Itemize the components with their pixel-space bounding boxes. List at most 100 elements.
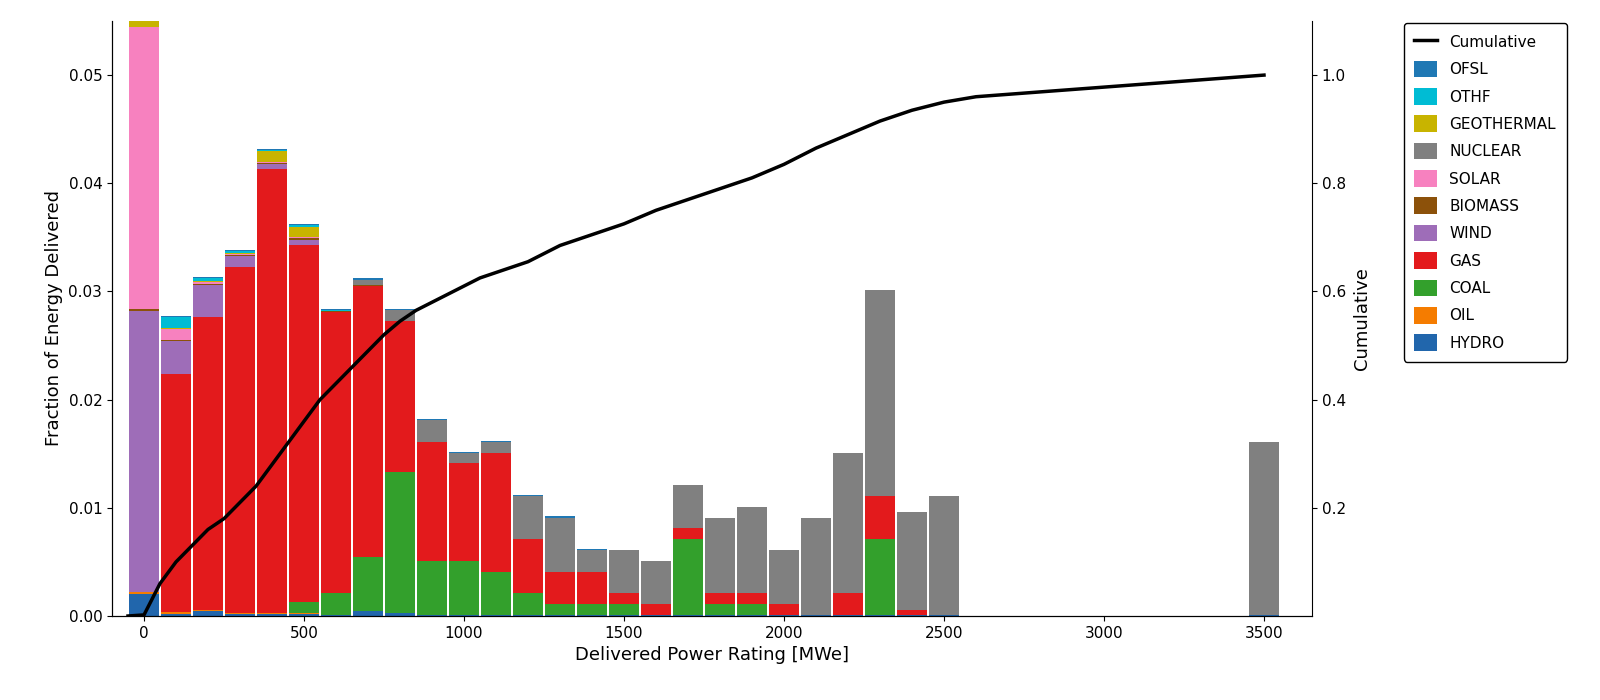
Y-axis label: Fraction of Energy Delivered: Fraction of Energy Delivered [45,190,62,447]
Bar [738,604,766,615]
Bar [130,27,158,309]
Bar [290,239,318,245]
Bar [706,517,734,594]
Bar [226,614,254,616]
Bar [290,225,318,227]
Bar [802,517,830,615]
Bar [482,441,510,442]
Bar [258,614,286,616]
Bar [258,150,286,162]
Bar [418,420,446,442]
Bar [610,550,638,594]
Bar [674,615,702,616]
Bar [162,374,190,612]
Bar [194,317,222,610]
Bar [130,594,158,616]
Bar [290,227,318,237]
Bar [354,286,382,556]
Bar [130,592,158,594]
Bar [514,539,542,594]
Bar [834,594,862,615]
Bar [162,612,190,614]
Bar [930,496,958,615]
Bar [194,284,222,285]
Bar [418,561,446,615]
Bar [322,311,350,312]
Bar [898,512,926,610]
Bar [162,614,190,616]
Bar [546,572,574,604]
Bar [162,317,190,328]
Bar [482,572,510,615]
Bar [674,539,702,615]
Bar [226,267,254,612]
Bar [258,148,286,150]
Bar [418,615,446,616]
Bar [514,496,542,539]
Bar [610,594,638,604]
Bar [706,594,734,604]
Bar [866,615,894,616]
Bar [130,0,158,27]
Bar [450,463,478,561]
Bar [258,162,286,164]
Bar [706,604,734,615]
Bar [130,309,158,311]
Bar [546,615,574,616]
Bar [642,604,670,615]
Bar [450,615,478,616]
Bar [1250,615,1278,616]
Bar [706,615,734,616]
Bar [354,610,382,616]
Bar [770,604,798,615]
Bar [162,316,190,317]
Bar [290,237,318,239]
Bar [258,169,286,612]
Bar [482,453,510,572]
Bar [898,615,926,616]
Bar [194,277,222,279]
Bar [226,612,254,614]
Bar [930,615,958,616]
Bar [738,615,766,616]
Bar [322,310,350,311]
Bar [354,556,382,610]
Bar [450,561,478,615]
Bar [226,253,254,255]
Bar [610,615,638,616]
Bar [354,279,382,285]
X-axis label: Delivered Power Rating [MWe]: Delivered Power Rating [MWe] [574,646,850,664]
Bar [514,594,542,615]
Bar [194,610,222,616]
Bar [866,496,894,539]
Bar [194,281,222,284]
Bar [226,251,254,253]
Bar [354,285,382,286]
Bar [578,572,606,604]
Bar [386,310,414,321]
Bar [162,340,190,341]
Bar [482,615,510,616]
Bar [802,615,830,616]
Bar [450,452,478,453]
Bar [258,164,286,169]
Bar [258,612,286,614]
Bar [290,614,318,616]
Bar [162,329,190,340]
Y-axis label: Cumulative: Cumulative [1354,267,1371,370]
Bar [386,321,414,472]
Bar [834,453,862,594]
Bar [738,507,766,594]
Bar [514,615,542,616]
Legend: Cumulative, OFSL, OTHF, GEOTHERMAL, NUCLEAR, SOLAR, BIOMASS, WIND, GAS, COAL, OI: Cumulative, OFSL, OTHF, GEOTHERMAL, NUCL… [1403,22,1566,361]
Bar [578,604,606,615]
Bar [290,602,318,612]
Bar [322,594,350,615]
Bar [770,550,798,604]
Bar [834,615,862,616]
Bar [482,442,510,453]
Bar [418,419,446,420]
Bar [578,550,606,572]
Bar [162,328,190,329]
Bar [386,612,414,616]
